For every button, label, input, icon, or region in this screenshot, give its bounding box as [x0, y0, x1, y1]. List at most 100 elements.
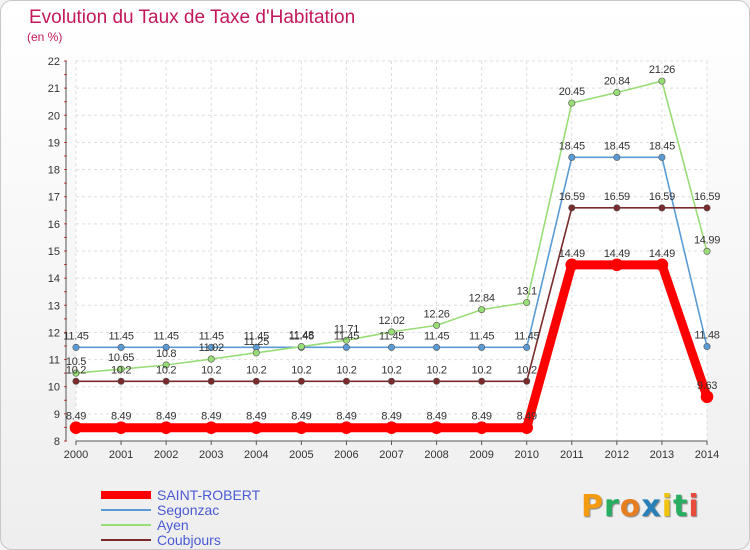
data-point — [340, 421, 353, 435]
data-point — [385, 421, 398, 435]
x-tick-label: 2004 — [244, 449, 268, 461]
data-label: 10.5 — [66, 356, 86, 368]
data-label: 10.2 — [291, 364, 311, 376]
data-point — [433, 343, 441, 351]
y-tick-label: 19 — [48, 137, 60, 149]
x-tick-label: 2002 — [154, 449, 178, 461]
data-point — [159, 421, 173, 435]
data-point — [520, 421, 534, 435]
data-point — [478, 343, 486, 351]
data-point — [478, 377, 486, 385]
data-point — [252, 377, 260, 385]
chart-grid — [75, 60, 708, 442]
data-label: 16.59 — [694, 191, 720, 203]
y-tick-label: 18 — [48, 165, 60, 177]
logo-letter: i — [661, 489, 674, 524]
x-tick-label: 2006 — [334, 449, 358, 461]
data-point — [613, 88, 621, 96]
data-point — [568, 204, 576, 212]
data-label: 11.45 — [514, 330, 539, 342]
data-point — [430, 421, 443, 435]
data-label: 11.45 — [379, 330, 404, 342]
data-point — [523, 299, 531, 307]
x-tick-label: 2014 — [695, 449, 719, 461]
data-point — [162, 377, 170, 385]
data-point — [249, 421, 263, 435]
y-tick-label: 9 — [54, 409, 60, 421]
data-point — [568, 153, 576, 161]
logo-letter: i — [688, 489, 700, 524]
data-point — [162, 361, 170, 369]
data-label: 12.02 — [378, 315, 404, 327]
data-point — [523, 377, 531, 385]
data-point — [613, 204, 621, 212]
data-label: 8.49 — [426, 411, 446, 423]
data-label: 18.45 — [649, 140, 675, 152]
data-label: 11.45 — [63, 330, 88, 342]
data-point — [658, 204, 666, 212]
data-label: 10.2 — [111, 364, 131, 376]
data-label: 10.2 — [472, 364, 492, 376]
data-point — [204, 421, 218, 435]
plot-area — [76, 61, 707, 441]
data-label: 8.49 — [291, 411, 311, 423]
y-tick-label: 17 — [48, 192, 60, 204]
data-label: 8.49 — [201, 411, 221, 423]
y-tick-label: 15 — [48, 246, 60, 258]
logo-letter: r — [604, 489, 620, 524]
data-point — [342, 343, 350, 351]
data-point — [72, 343, 80, 351]
data-label: 8.49 — [111, 411, 131, 423]
data-point — [295, 421, 308, 435]
data-label: 11.48 — [694, 330, 719, 342]
data-point — [703, 247, 711, 255]
y-tick-label: 16 — [48, 219, 60, 231]
data-label: 14.49 — [559, 248, 585, 260]
x-tick-label: 2007 — [379, 449, 403, 461]
data-label: 10.2 — [201, 364, 221, 376]
legend-label: Ayen — [157, 517, 189, 533]
chart-title: Evolution du Taux de Taxe d'Habitation — [29, 7, 356, 28]
data-label: 11.45 — [199, 330, 224, 342]
data-label: 12.84 — [469, 293, 495, 305]
data-label: 18.45 — [604, 140, 630, 152]
data-label: 11.71 — [334, 323, 359, 335]
x-tick-label: 2001 — [109, 449, 133, 461]
data-point — [658, 153, 666, 161]
x-tick-labels: 2000 2001 2002 2003 2004 2005 2006 2007 2008 2009… — [64, 449, 719, 461]
data-label: 11.45 — [289, 330, 314, 342]
data-label: 20.45 — [559, 86, 585, 98]
x-tick-label: 2009 — [469, 449, 493, 461]
data-point — [610, 258, 624, 272]
legend-label: Coubjours — [157, 532, 221, 548]
data-point — [703, 204, 711, 212]
data-point — [387, 343, 395, 351]
x-tick-label: 2010 — [514, 449, 538, 461]
data-label: 10.2 — [156, 364, 176, 376]
data-label: 8.49 — [66, 411, 86, 423]
x-tick-label: 2012 — [605, 449, 629, 461]
data-label: 10.65 — [108, 352, 134, 364]
series-lines — [69, 77, 714, 435]
x-tick-label: 2000 — [64, 449, 88, 461]
y-tick-label: 21 — [48, 83, 60, 95]
y-tick-label: 10 — [48, 382, 60, 394]
data-label: 16.59 — [559, 191, 585, 203]
logo-letter: t — [673, 489, 689, 524]
data-point — [162, 343, 170, 351]
data-label: 11.45 — [469, 330, 494, 342]
data-label: 8.49 — [472, 411, 492, 423]
data-point — [114, 421, 128, 435]
data-point — [342, 336, 350, 344]
chart-axes — [64, 60, 708, 445]
data-point — [117, 377, 125, 385]
data-point — [568, 99, 576, 107]
data-label: 10.2 — [381, 364, 401, 376]
data-point — [387, 328, 395, 336]
data-label: 12.26 — [424, 308, 450, 320]
data-point — [117, 343, 125, 351]
data-label: 8.49 — [517, 411, 537, 423]
data-point — [72, 377, 80, 385]
